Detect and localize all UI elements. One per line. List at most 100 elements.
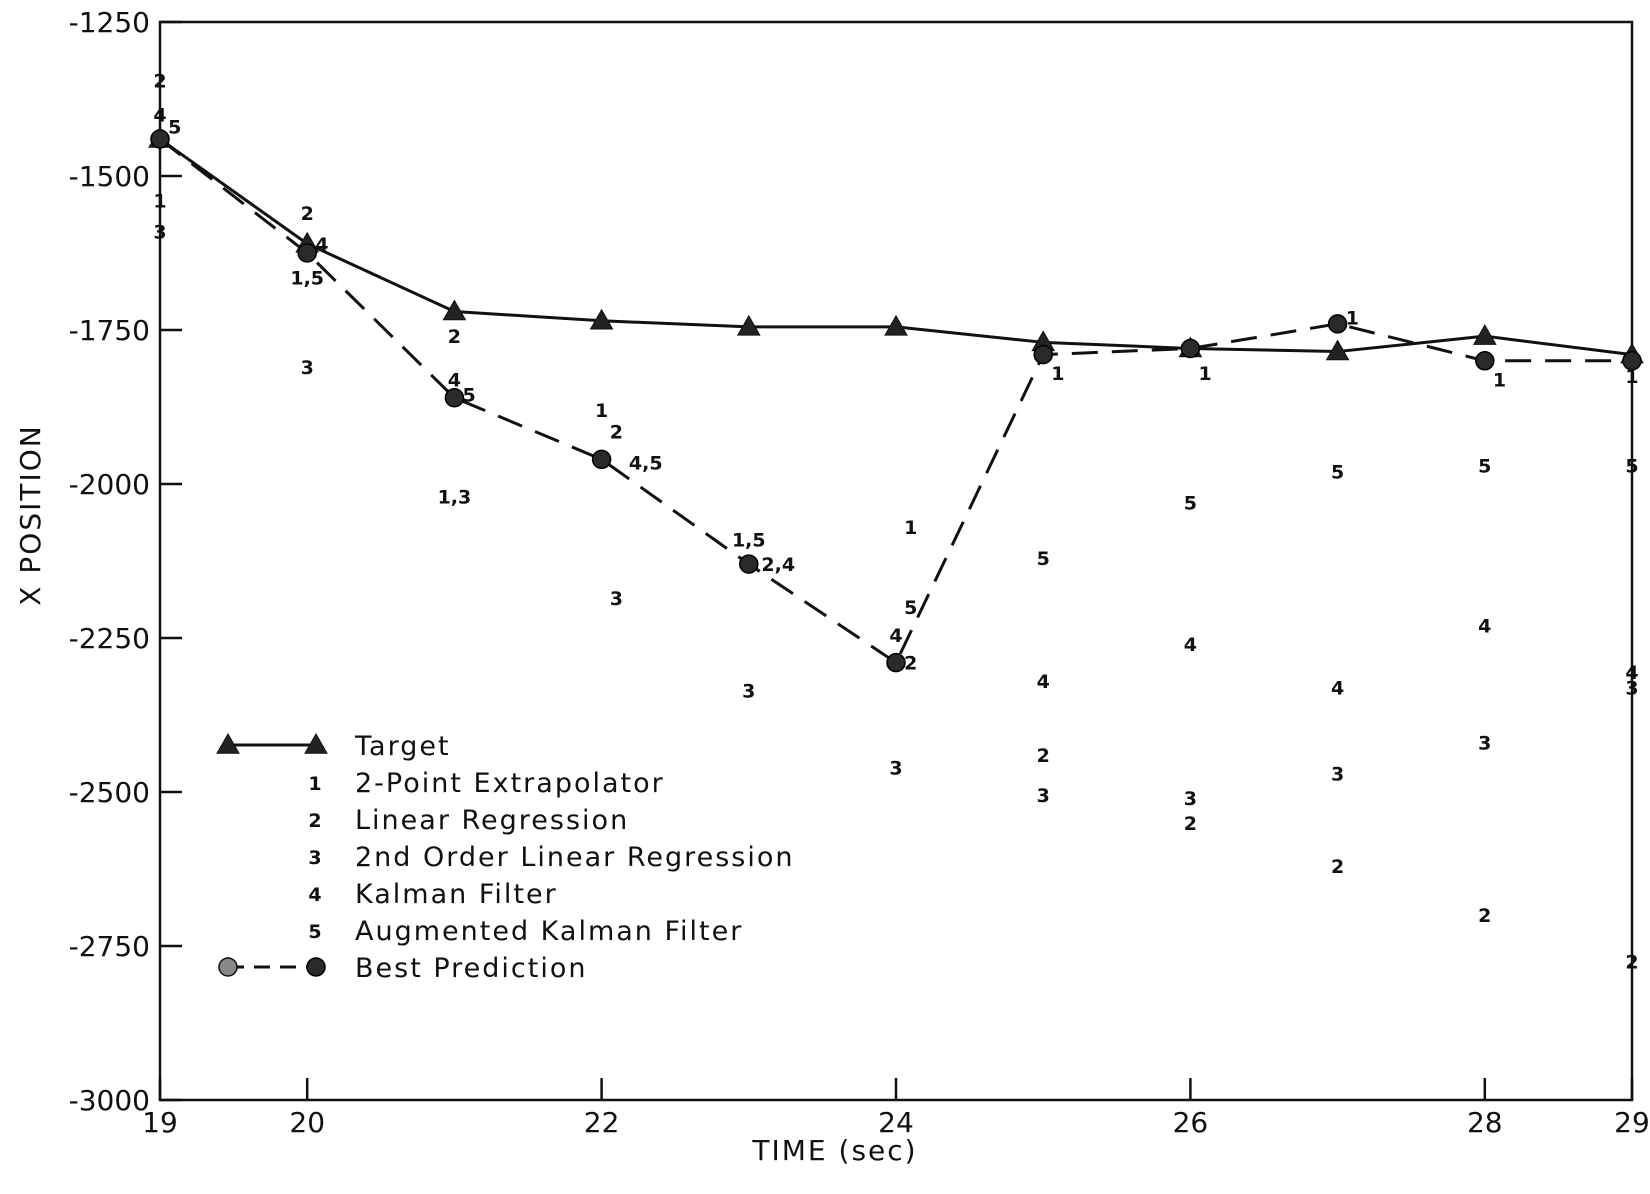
y-tick-label: -1500	[69, 160, 150, 193]
best-prediction-marker	[1475, 351, 1495, 371]
method-prediction-label: 3	[1478, 733, 1491, 755]
method-prediction-label: 3	[153, 221, 166, 243]
method-prediction-label: 3	[742, 680, 755, 702]
method-prediction-label: 1	[595, 400, 608, 422]
method-prediction-label: 1,5	[732, 529, 766, 551]
best-prediction-marker	[591, 449, 612, 470]
method-prediction-label: 5	[1331, 462, 1344, 484]
legend-key: 5	[308, 921, 321, 943]
method-prediction-label: 2	[301, 203, 314, 225]
y-tick-label: -3000	[69, 1084, 150, 1117]
x-tick-label: 28	[1467, 1106, 1503, 1139]
method-prediction-label: 4	[315, 234, 328, 256]
x-axis: 19 20 22 24 26 28 29	[142, 1078, 1650, 1139]
method-prediction-label: 5	[1478, 456, 1491, 478]
method-prediction-label: 4,5	[629, 452, 663, 474]
method-prediction-label: 2	[1478, 905, 1491, 927]
y-tick-label: -1750	[69, 314, 150, 347]
best-prediction-marker	[739, 554, 759, 574]
method-prediction-label: 4	[153, 104, 166, 126]
x-tick-label: 22	[584, 1106, 620, 1139]
method-prediction-label: 4	[1037, 671, 1050, 693]
method-prediction-label: 4	[448, 369, 461, 391]
series-best-prediction	[150, 129, 1642, 673]
method-prediction-label: 1,3	[438, 486, 472, 508]
best-prediction-marker	[1327, 314, 1348, 334]
legend-label: Best Prediction	[355, 953, 588, 984]
legend-entry: 5 Augmented Kalman Filter	[308, 916, 743, 947]
y-axis: -1250 -1500 -1750 -2000 -2250 -2500 -2750 -3000	[69, 6, 182, 1117]
method-prediction-label: 1,5	[290, 268, 324, 290]
x-tick-label: 20	[289, 1106, 325, 1139]
method-prediction-label: 3	[889, 757, 902, 779]
method-prediction-label: 1	[1625, 366, 1638, 388]
method-prediction-label: 5	[904, 597, 917, 619]
method-prediction-label: 2	[610, 422, 623, 444]
legend-label: 2-Point Extrapolator	[355, 768, 665, 799]
method-prediction-label: 1	[904, 517, 917, 539]
y-tick-label: -2000	[69, 468, 150, 501]
method-prediction-label: 4	[889, 625, 902, 647]
y-tick-label: -1250	[69, 6, 150, 39]
method-prediction-label: 2	[1625, 951, 1638, 973]
legend-best-prediction-marker	[218, 957, 238, 977]
method-prediction-label: 3	[1037, 785, 1050, 807]
method-prediction-label: 3	[1184, 788, 1197, 810]
legend-label: Linear Regression	[355, 805, 629, 836]
method-prediction-label: 2	[904, 653, 917, 675]
method-prediction-label: 1	[153, 191, 166, 213]
legend-entry: 4 Kalman Filter	[308, 879, 558, 910]
target-marker	[1472, 324, 1497, 345]
legend-entry: 2 Linear Regression	[308, 805, 629, 836]
best-prediction-marker	[297, 243, 317, 263]
legend-entry: Target	[216, 731, 449, 762]
legend-key: 1	[308, 773, 321, 795]
method-prediction-label: 4	[1184, 634, 1197, 656]
legend-best-prediction-marker	[306, 957, 326, 977]
best-prediction-marker	[886, 652, 906, 673]
best-prediction-marker	[444, 388, 465, 408]
x-tick-label: 26	[1173, 1106, 1209, 1139]
legend-label: Augmented Kalman Filter	[355, 916, 743, 947]
series-target	[148, 127, 1644, 364]
method-prediction-label: 4	[1625, 662, 1638, 684]
method-prediction-label: 1	[1051, 363, 1064, 385]
x-axis-title: TIME (sec)	[751, 1134, 917, 1167]
method-prediction-label: 3	[301, 357, 314, 379]
best-prediction-marker	[1622, 351, 1642, 371]
legend-label: Kalman Filter	[355, 879, 558, 910]
method-prediction-label: 2	[153, 71, 166, 93]
y-tick-label: -2750	[69, 930, 150, 963]
method-prediction-label: 3	[1331, 764, 1344, 786]
legend-key: 3	[308, 847, 321, 869]
method-prediction-label: 1	[1493, 369, 1506, 391]
method-prediction-label: 3	[1625, 677, 1638, 699]
best-prediction-marker	[150, 129, 170, 149]
method-prediction-label: 3	[610, 588, 623, 610]
target-marker	[884, 314, 908, 336]
method-prediction-label: 5	[463, 385, 476, 407]
legend-target-marker	[304, 732, 328, 754]
method-prediction-label: 5	[1037, 548, 1050, 570]
method-prediction-label: 5	[168, 117, 181, 139]
best-prediction-marker	[1033, 344, 1053, 365]
legend-entry: 1 2-Point Extrapolator	[308, 768, 665, 799]
legend-key: 2	[308, 810, 321, 832]
method-prediction-label: 1	[1199, 363, 1212, 385]
series-layer	[148, 127, 1644, 673]
method-prediction-label: 5	[1625, 456, 1638, 478]
method-prediction-label: 4	[1478, 616, 1491, 638]
legend: Target 1 2-Point Extrapolator 2 Linear Regre…	[216, 731, 793, 984]
target-marker	[589, 308, 614, 330]
target-marker	[1325, 339, 1350, 361]
target-marker	[442, 299, 467, 321]
target-marker	[736, 314, 761, 336]
method-prediction-label: 2,4	[761, 554, 795, 576]
x-tick-label: 29	[1614, 1106, 1650, 1139]
legend-target-marker	[216, 732, 240, 754]
best-prediction-line	[159, 137, 1632, 665]
legend-entry: Best Prediction	[218, 953, 588, 984]
best-prediction-marker	[1180, 338, 1201, 359]
method-prediction-label: 2	[1037, 745, 1050, 767]
